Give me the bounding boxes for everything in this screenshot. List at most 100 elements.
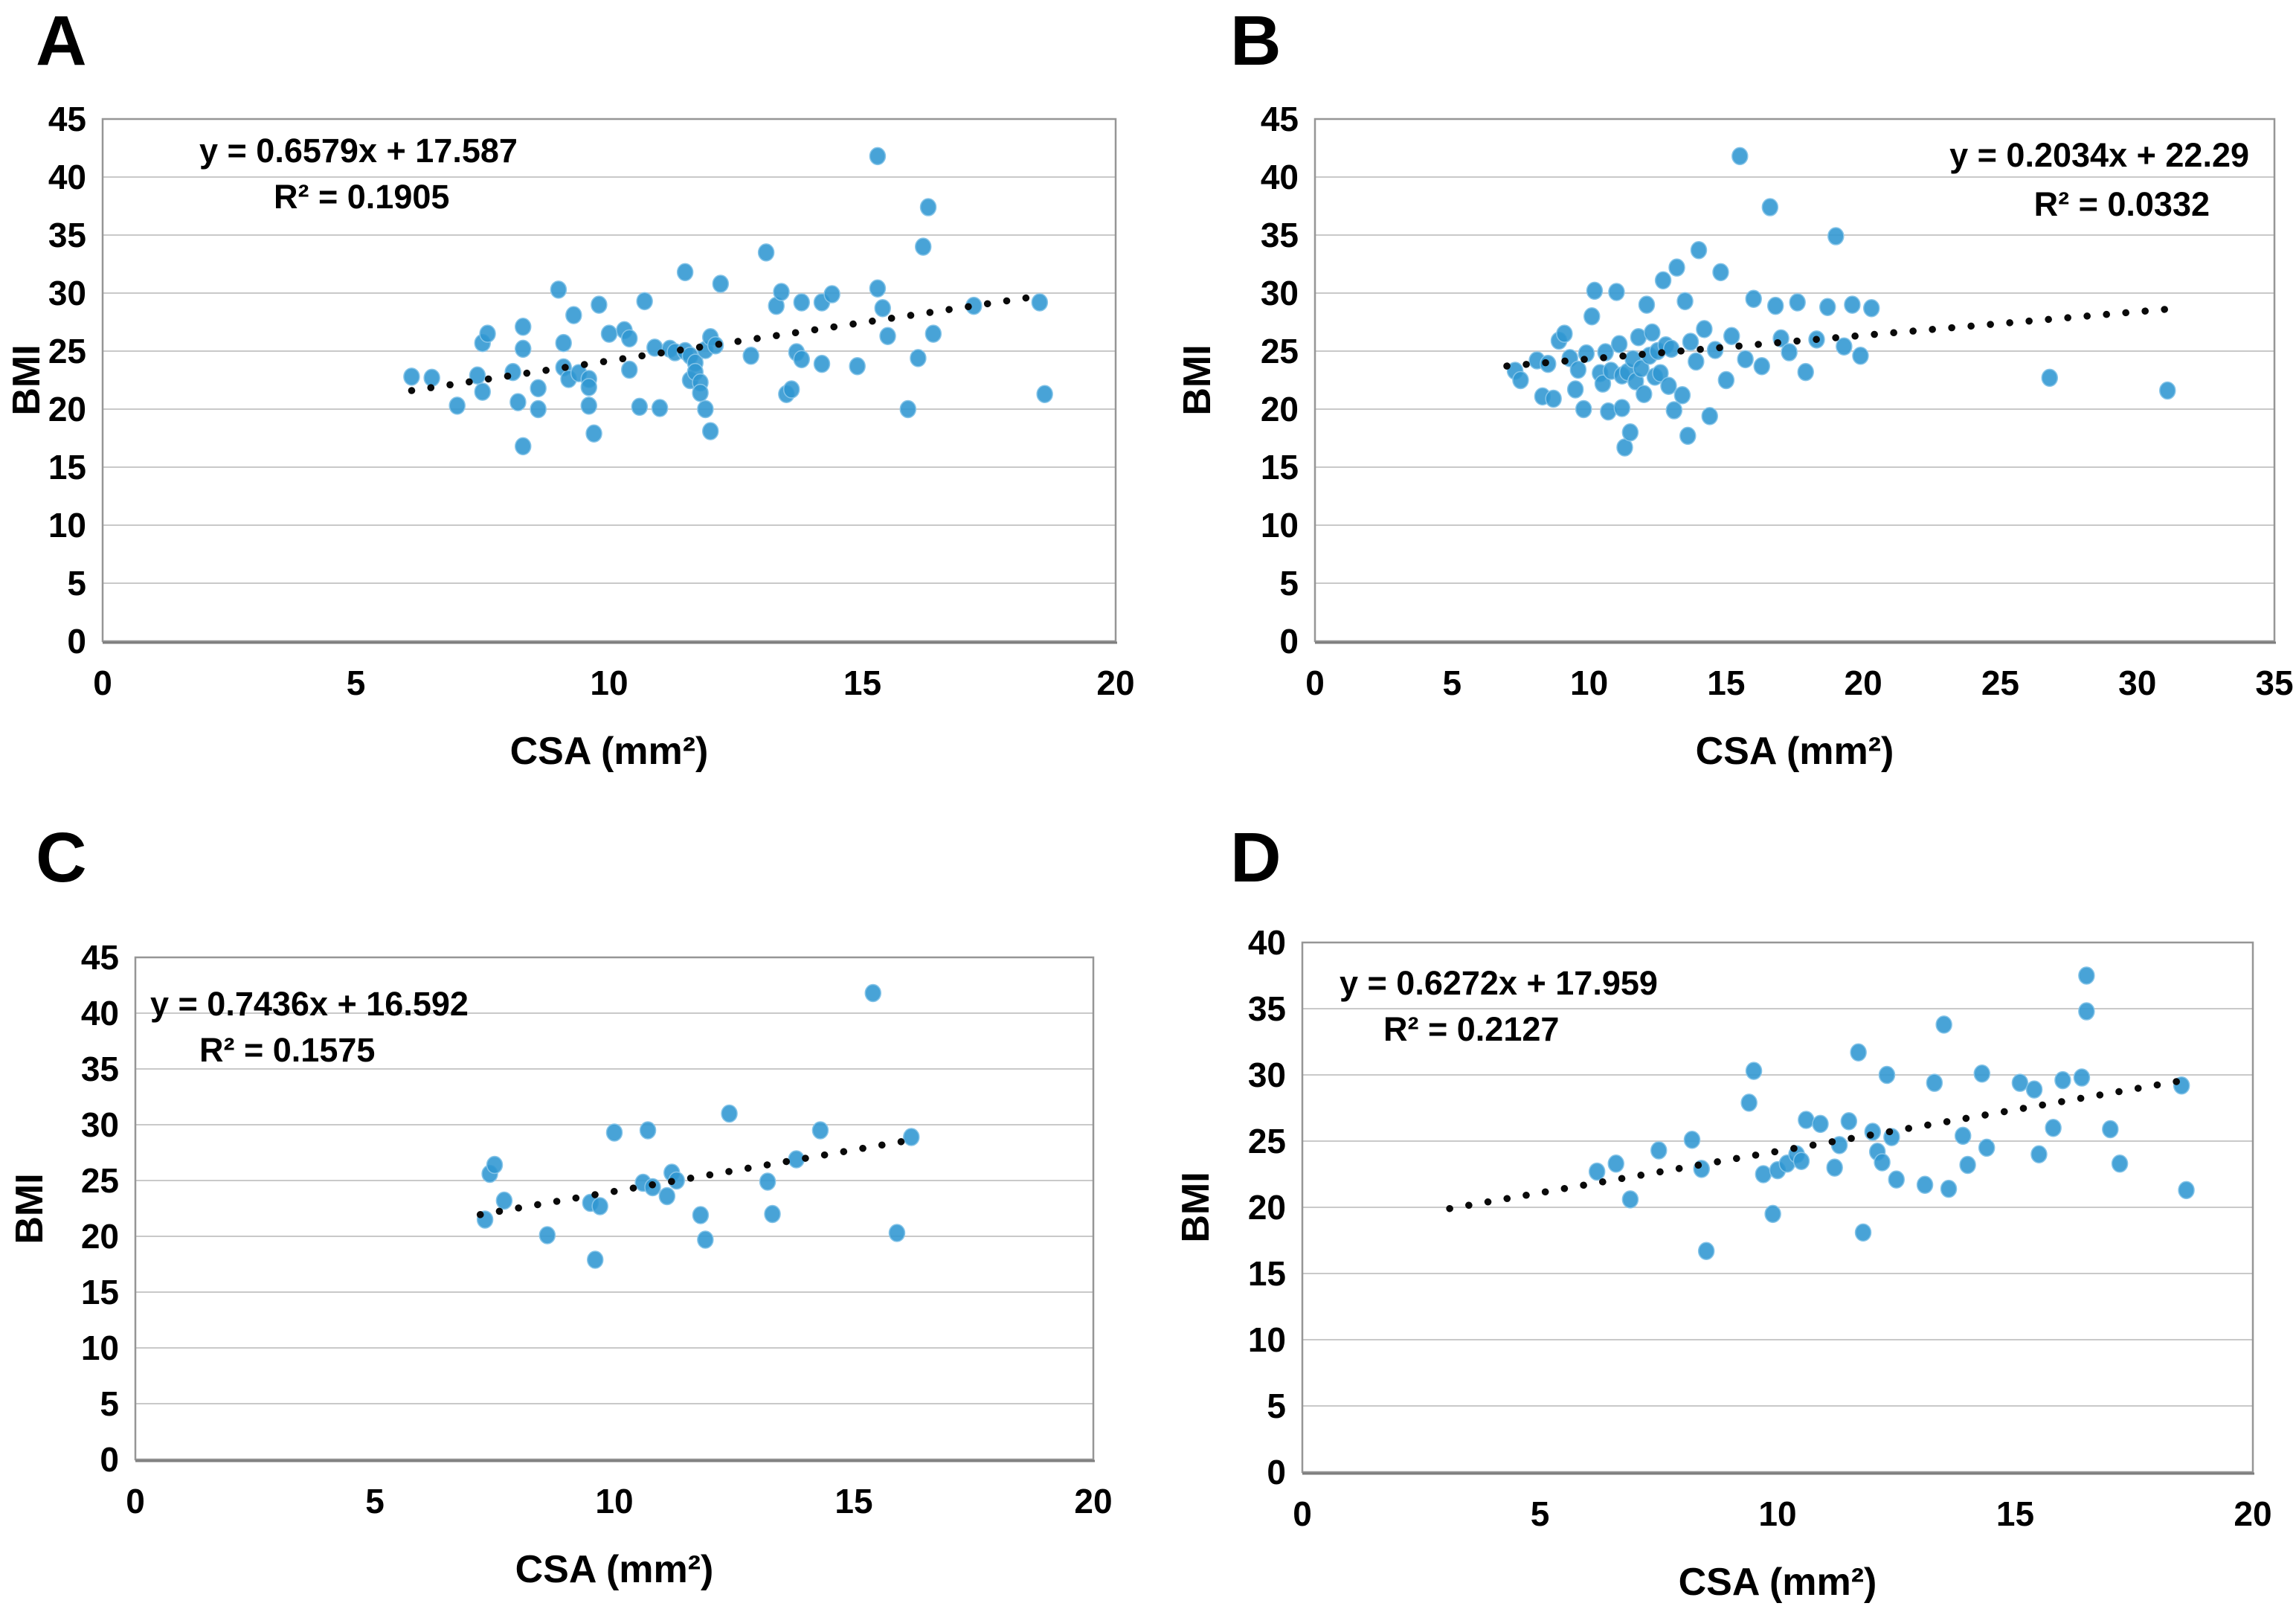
data-point [1697,1242,1715,1260]
data-point [565,306,582,324]
data-point [759,1172,776,1191]
x-tick-label-20: 20 [1074,1482,1112,1520]
data-point [773,283,790,301]
equation-label: y = 0.6272x + 17.959 [1340,964,1658,1002]
r-squared-label: R² = 0.1905 [274,178,449,216]
panel-a-scatter-plot: 0 5 10 15 20 25 30 35 40 45 0 5 10 15 20 y = 0.6579x + … [48,100,1135,702]
y-tick-label-5: 5 [1279,564,1299,603]
data-point [813,354,831,373]
data-point [692,383,709,402]
data-point [1662,339,1680,359]
data-point [782,380,800,399]
data-point [620,329,638,348]
data-point [580,396,598,415]
y-tick-label-10: 10 [1248,1320,1286,1359]
data-point [1916,1175,1934,1194]
data-point [585,424,602,443]
y-tick-label-35: 35 [81,1050,119,1088]
x-tick-label-15: 15 [1707,664,1745,702]
data-point [1594,374,1612,393]
r-squared-label: R² = 0.0332 [2034,185,2210,223]
data-point [538,1226,556,1245]
panel-a-x-axis-title: CSA (mm²) [509,730,709,773]
data-point [1650,1141,1668,1160]
data-point [1827,227,1845,245]
trendline [1503,306,2169,370]
data-point [1545,389,1562,408]
y-tick-label-25: 25 [48,332,86,370]
data-point [1731,147,1749,166]
x-tick-label-15: 15 [843,664,881,702]
data-point [1755,1165,1772,1184]
data-point [1696,320,1713,338]
data-point [1954,1126,1972,1146]
panel-a-y-axis-title: BMI [5,344,48,416]
data-point [1940,1179,1958,1198]
data-point [1854,1223,1872,1242]
y-tick-label-40: 40 [48,158,86,196]
data-point [1792,1152,1810,1170]
data-point [1644,323,1661,342]
data-point [620,360,638,379]
data-point [823,285,840,304]
y-tick-label-20: 20 [1248,1188,1286,1227]
data-point [479,324,496,343]
data-point [2111,1154,2129,1173]
data-point [1826,1158,1843,1177]
data-point [1676,292,1694,311]
data-point [514,339,532,359]
panel-c-label: C [36,818,87,897]
data-point [1798,1111,1815,1129]
data-point [605,1123,623,1142]
data-point [555,333,572,353]
plot-border [1313,118,2276,643]
y-tick-label-30: 30 [1248,1056,1286,1094]
data-point [1660,376,1677,396]
r-squared-label: R² = 0.2127 [1383,1010,1559,1048]
data-point [712,274,730,293]
x-tick-label-5: 5 [1531,1494,1550,1533]
data-point [764,1204,781,1224]
y-tick-label-20: 20 [1261,390,1299,428]
y-tick-label-15: 15 [1248,1254,1286,1293]
data-point [631,397,649,417]
data-point [2078,966,2095,985]
data-point [1586,281,1604,301]
data-point [899,399,917,419]
y-tick-label-25: 25 [81,1161,119,1200]
data-point [1688,352,1705,371]
x-tick-label-30: 30 [2118,664,2156,702]
y-tick-label-30: 30 [1261,274,1299,312]
data-point [864,983,882,1003]
data-point [2159,381,2176,400]
data-point [1864,1123,1882,1141]
data-point [2078,1002,2095,1021]
data-point [1852,346,1869,365]
y-tick-label-15: 15 [81,1273,119,1311]
data-point [1717,370,1735,390]
data-point [1973,1064,1991,1083]
y-tick-label-40: 40 [1261,158,1299,196]
x-tick-label-5: 5 [365,1482,385,1520]
y-tick-label-0: 0 [1267,1453,1286,1491]
data-point [1935,1015,1952,1034]
data-point [849,357,866,376]
panel-b: B 0 5 10 15 20 25 30 35 40 45 0 5 10 15 20 25 30 35 y = 0.… [1148,0,2296,804]
data-point [1575,399,1592,419]
data-point [869,279,887,298]
data-point [788,1150,805,1169]
panel-c-x-axis-title: CSA (mm²) [515,1548,714,1591]
y-tick-label-25: 25 [1261,332,1299,370]
plot-border [101,118,1117,643]
data-point [1926,1073,1943,1092]
data-point [1512,370,1529,390]
data-point [1566,380,1584,399]
data-point [793,293,811,312]
data-point [651,399,669,417]
data-point [639,1121,657,1140]
y-tick-label-15: 15 [1261,448,1299,486]
x-tick-label-20: 20 [2234,1494,2271,1533]
data-point [1764,1204,1781,1224]
data-point [530,399,547,419]
